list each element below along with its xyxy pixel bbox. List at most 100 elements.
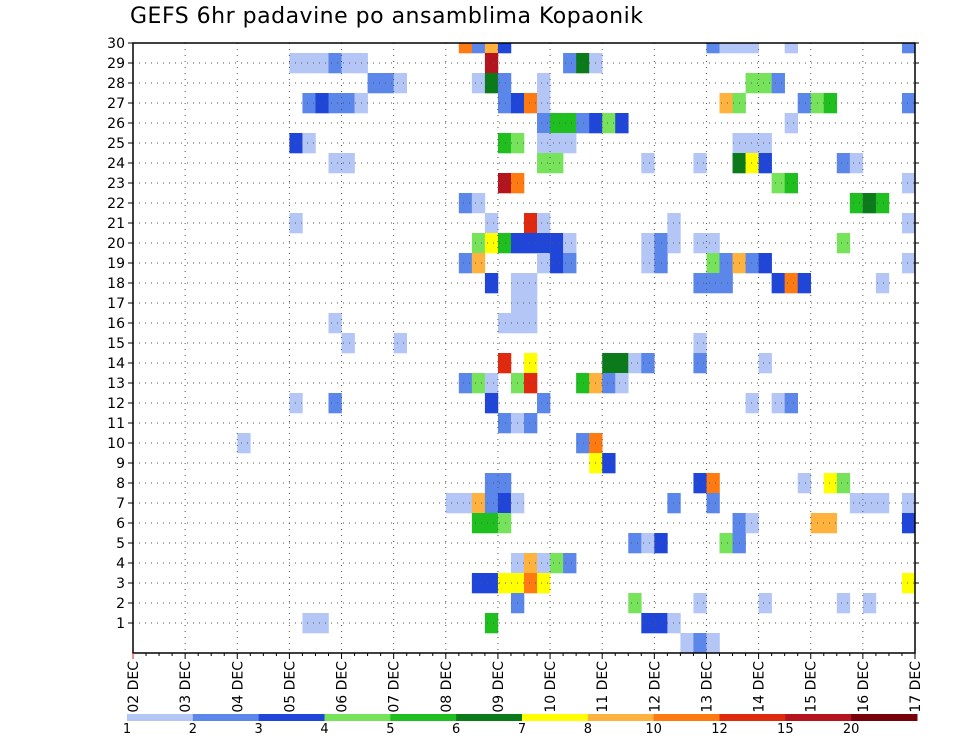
y-tick-label: 21 <box>107 216 125 232</box>
x-tick-label: 17 DEC <box>908 661 924 713</box>
heatmap-cell <box>602 453 616 474</box>
heatmap-cell <box>471 233 486 254</box>
heatmap-cell <box>641 613 655 634</box>
heatmap-cell <box>797 93 812 114</box>
legend-label: 10 <box>645 722 662 737</box>
heatmap-cell <box>302 93 316 114</box>
color-legend: 1 2 3 4 5 6 7 8 10 12 15 20 <box>123 714 918 737</box>
x-tick-label: 11 DEC <box>595 661 611 713</box>
heatmap-cell <box>719 533 733 554</box>
heatmap-cell <box>537 213 551 234</box>
heatmap-cell <box>315 53 329 74</box>
heatmap-cell <box>706 253 720 274</box>
heatmap-cell <box>615 353 629 374</box>
heatmap-cell <box>537 73 551 94</box>
heatmap-cell <box>758 593 772 614</box>
y-tick-label: 30 <box>107 36 125 52</box>
heatmap-cell <box>471 43 486 54</box>
heatmap-cell <box>497 353 512 374</box>
y-tick-label: 4 <box>116 556 125 572</box>
x-tick-label: 05 DEC <box>282 661 298 713</box>
y-tick-label: 16 <box>107 316 125 332</box>
heatmap-cell <box>771 73 785 94</box>
heatmap-cell <box>341 333 355 354</box>
y-tick-label: 28 <box>107 76 125 92</box>
y-tick-label: 20 <box>107 236 125 252</box>
heatmap-cell <box>745 253 759 274</box>
heatmap-cell <box>667 493 681 514</box>
y-tick-label: 3 <box>116 576 125 592</box>
heatmap-cell <box>641 253 655 274</box>
heatmap-cell <box>484 513 499 534</box>
y-tick-label: 13 <box>107 376 125 392</box>
heatmap-cell <box>771 393 785 414</box>
y-tick-label: 26 <box>107 116 125 132</box>
heatmap-cell <box>654 613 668 634</box>
heatmap-cell <box>497 73 512 94</box>
heatmap-cell <box>901 173 916 194</box>
heatmap-cell <box>784 393 798 414</box>
heatmap-cell <box>484 273 499 294</box>
legend-swatch <box>390 714 457 721</box>
y-tick-label: 6 <box>116 516 125 532</box>
heatmap-cell <box>862 193 877 214</box>
x-tick-label: 16 DEC <box>856 661 872 713</box>
heatmap-cell <box>537 113 551 134</box>
heatmap-cell <box>875 273 890 294</box>
heatmap-cell <box>602 373 616 394</box>
heatmap-cell <box>550 233 564 254</box>
heatmap-cell <box>862 493 877 514</box>
heatmap-cell <box>823 513 838 534</box>
heatmap-cell <box>875 493 890 514</box>
heatmap-cell <box>875 193 890 214</box>
heatmap-cell <box>458 493 473 514</box>
heatmap-cell <box>328 153 342 174</box>
legend-label: 8 <box>584 722 592 737</box>
heatmap-cell <box>497 493 512 514</box>
heatmap-cell <box>471 573 486 594</box>
heatmap-cell <box>458 43 473 54</box>
heatmap-cell <box>667 613 681 634</box>
heatmap-cell <box>693 153 707 174</box>
heatmap-cell <box>497 313 512 334</box>
y-tick-label: 10 <box>107 436 125 452</box>
heatmap-cell <box>654 533 668 554</box>
y-tick-label: 23 <box>107 176 125 192</box>
x-tick-label: 08 DEC <box>439 661 455 713</box>
heatmap-cell <box>458 373 473 394</box>
heatmap-cell <box>628 533 642 554</box>
heatmap-cell <box>615 113 629 134</box>
heatmap-cell <box>550 133 564 154</box>
heatmap-cell <box>745 133 759 154</box>
heatmap-cell <box>576 113 590 134</box>
heatmap-cell <box>484 613 499 634</box>
heatmap-cell <box>237 433 251 454</box>
x-tick-label: 10 DEC <box>543 661 559 713</box>
heatmap-cell <box>341 93 355 114</box>
heatmap-cell <box>862 593 877 614</box>
heatmap-cell <box>393 73 407 94</box>
heatmap-cell <box>576 373 590 394</box>
heatmap-cell <box>719 253 733 274</box>
heatmap-cell <box>289 213 303 234</box>
heatmap-cell <box>537 393 551 414</box>
heatmap-cell <box>745 513 759 534</box>
heatmap-cell <box>901 213 916 234</box>
heatmap-cell <box>537 133 551 154</box>
heatmap-cell <box>524 553 538 574</box>
legend-swatch <box>587 714 655 721</box>
heatmap-cell <box>849 193 864 214</box>
heatmap-cell <box>849 153 864 174</box>
heatmap-cell <box>302 133 316 154</box>
legend-swatch <box>719 714 786 721</box>
heatmap-cell <box>641 233 655 254</box>
heatmap-cell <box>484 473 499 494</box>
heatmap-cell <box>771 173 785 194</box>
heatmap-cell <box>367 73 381 94</box>
legend-label: 1 <box>123 722 131 737</box>
heatmap-cell <box>758 153 772 174</box>
heatmap-cell <box>328 393 342 414</box>
heatmap-cell <box>901 253 916 274</box>
heatmap-cell <box>484 393 499 414</box>
